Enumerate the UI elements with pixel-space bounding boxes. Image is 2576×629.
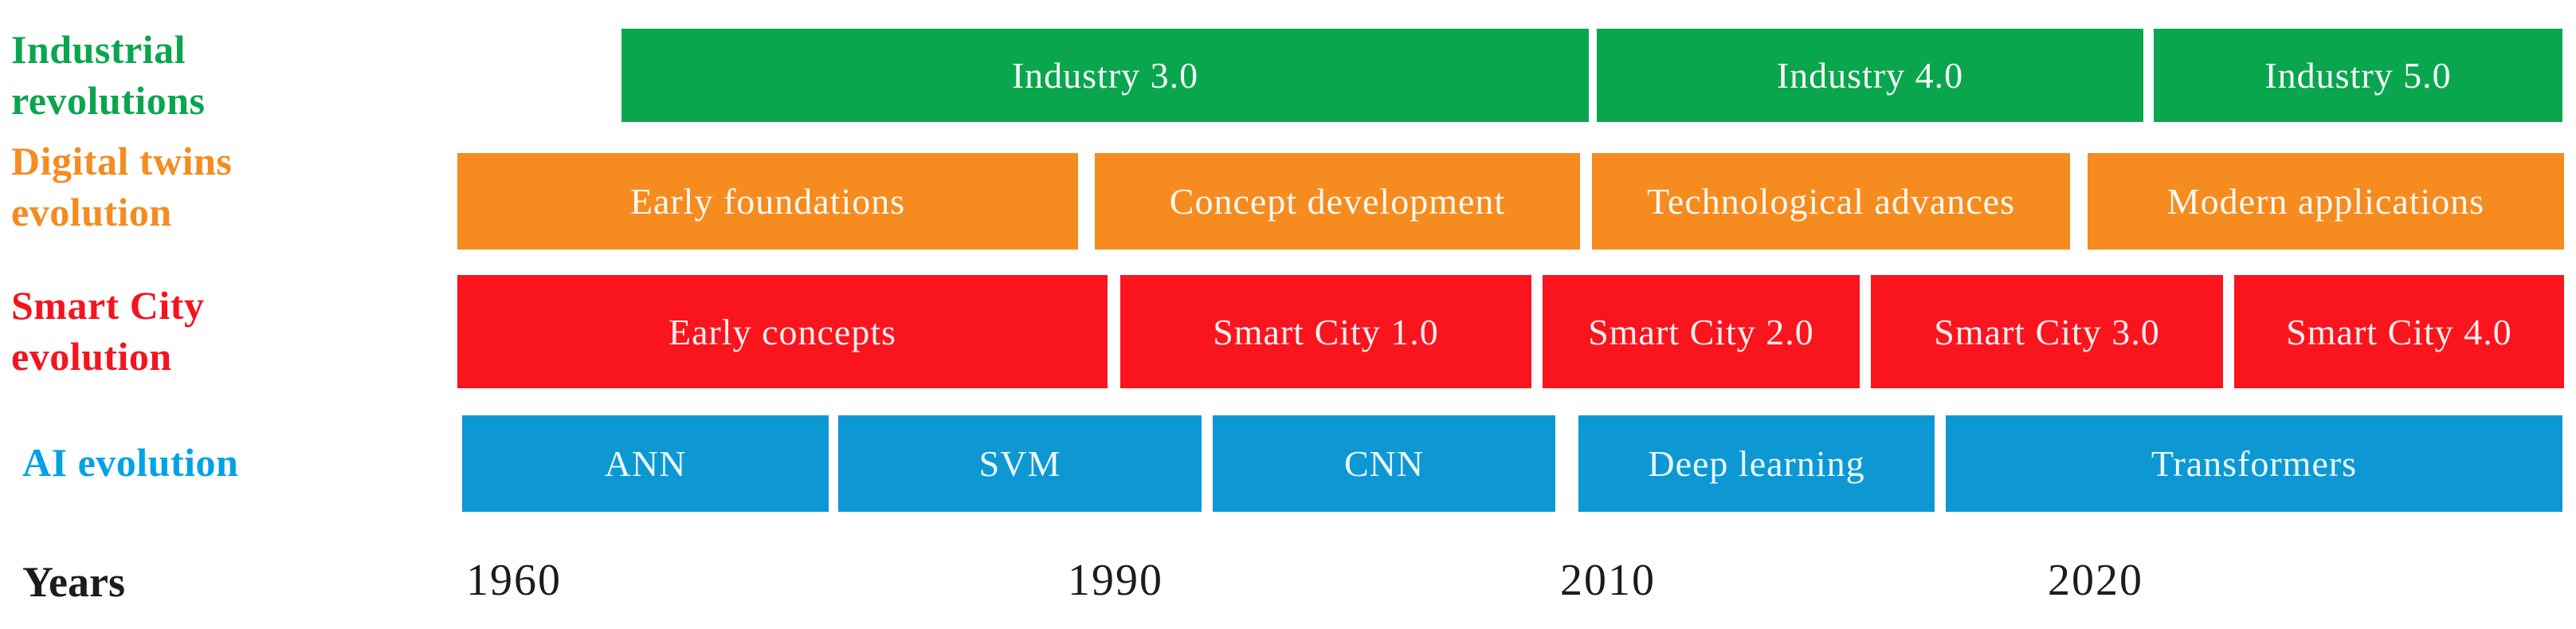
row-label-smart-city-evolution: Smart City evolution: [11, 280, 204, 382]
row-label-industrial-revolutions: Industrial revolutions: [11, 24, 206, 126]
year-tick-2020: 2020: [2048, 556, 2143, 605]
row-label-line: evolution: [11, 334, 172, 379]
bar-smart-city-1-0: Smart City 1.0: [1120, 275, 1531, 388]
row-label-digital-twins-evolution: Digital twins evolution: [11, 136, 232, 238]
bar-modern-applications: Modern applications: [2088, 153, 2564, 250]
bar-technological-advances: Technological advances: [1592, 153, 2070, 250]
bar-ann: ANN: [462, 415, 829, 512]
row-label-line: revolutions: [11, 78, 206, 123]
bar-smart-city-2-0: Smart City 2.0: [1543, 275, 1860, 388]
bar-industry-4-0: Industry 4.0: [1597, 29, 2143, 122]
bar-svm: SVM: [838, 415, 1202, 512]
bar-concept-development: Concept development: [1095, 153, 1580, 250]
bar-early-concepts: Early concepts: [457, 275, 1108, 388]
row-label-line: Digital twins: [11, 139, 233, 183]
bar-industry-3-0: Industry 3.0: [621, 29, 1589, 122]
row-label-line: evolution: [11, 190, 172, 234]
row-label-ai-evolution: AI evolution: [22, 437, 238, 488]
row-label-line: Smart City: [11, 283, 205, 328]
bar-early-foundations: Early foundations: [457, 153, 1078, 250]
row-label-line: Industrial: [11, 27, 186, 72]
years-axis-label: Years: [22, 558, 125, 606]
bar-smart-city-4-0: Smart City 4.0: [2234, 275, 2564, 388]
year-tick-1990: 1990: [1068, 556, 1163, 605]
bar-smart-city-3-0: Smart City 3.0: [1871, 275, 2223, 388]
row-label-line: AI evolution: [22, 440, 239, 485]
year-tick-2010: 2010: [1560, 556, 1656, 605]
bar-deep-learning: Deep learning: [1578, 415, 1935, 512]
bar-cnn: CNN: [1213, 415, 1555, 512]
bar-industry-5-0: Industry 5.0: [2154, 29, 2562, 122]
bar-transformers: Transformers: [1946, 415, 2562, 512]
year-tick-1960: 1960: [466, 556, 562, 605]
